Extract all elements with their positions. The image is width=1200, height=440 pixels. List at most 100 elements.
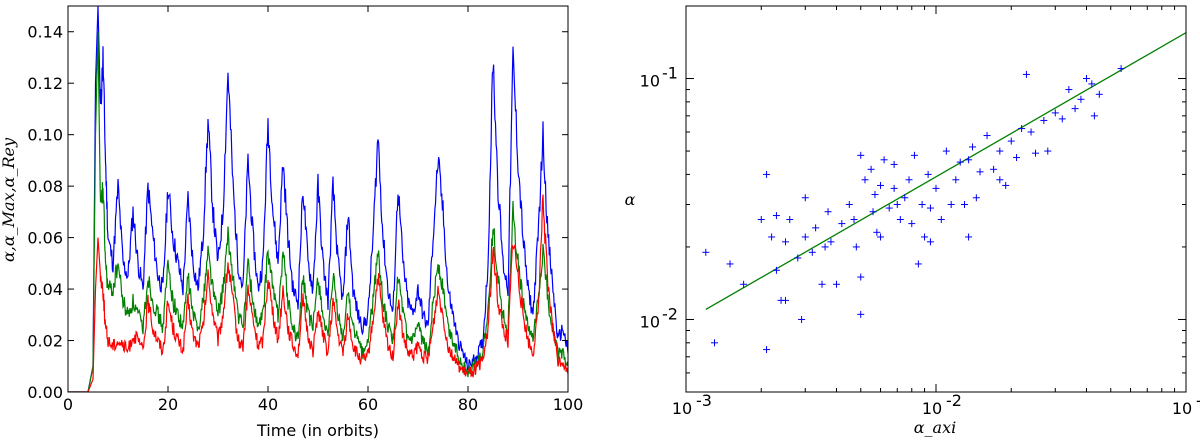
x-tick-exponent: -3: [696, 391, 712, 410]
scatter-point: [1044, 147, 1052, 155]
scatter-ticks: 10-310-210-110-210-1: [640, 5, 1200, 418]
scatter-point: [1027, 128, 1035, 136]
scatter-point: [965, 156, 973, 164]
y-tick-label: 0.14: [27, 23, 63, 42]
scatter-point: [1090, 112, 1098, 120]
y-tick-label: 0.06: [27, 229, 63, 248]
x-tick-label: 10: [922, 399, 942, 418]
scatter-point: [852, 243, 860, 251]
scatter-point: [910, 151, 918, 159]
scatter-point: [996, 147, 1004, 155]
scatter-point: [1077, 95, 1085, 103]
scatter-point: [918, 201, 926, 209]
time-series-plot-area: [68, 6, 568, 392]
scatter-point: [801, 194, 809, 202]
x-tick-label: 0: [63, 395, 73, 414]
scatter-point: [1083, 75, 1091, 83]
y-tick-label: 10: [640, 72, 660, 91]
scatter-point: [937, 215, 945, 223]
scatter-x-label: α_axi: [914, 418, 956, 437]
fit-line: [705, 32, 1186, 311]
scatter-point: [824, 208, 832, 216]
x-tick-label: 60: [358, 395, 378, 414]
scatter-point: [1040, 116, 1048, 124]
scatter-point: [1117, 65, 1125, 73]
scatter-point: [983, 132, 991, 140]
series-line-3: [68, 194, 568, 392]
scatter-point: [960, 201, 968, 209]
scatter-point: [812, 224, 820, 232]
scatter-point: [794, 254, 802, 262]
scatter-point: [1018, 125, 1026, 133]
scatter-plot-area: [702, 32, 1186, 354]
scatter-point: [956, 158, 964, 166]
scatter-point: [877, 233, 885, 241]
series-line-2: [68, 31, 568, 392]
scatter-point: [965, 233, 973, 241]
scatter-point: [1031, 149, 1039, 157]
scatter-point: [786, 215, 794, 223]
scatter-point: [942, 147, 950, 155]
x-tick-label: 20: [158, 395, 178, 414]
scatter-point: [798, 315, 806, 323]
scatter-point: [850, 215, 858, 223]
scatter-point: [996, 176, 1004, 184]
x-tick-label: 100: [553, 395, 584, 414]
scatter-point: [890, 184, 898, 192]
scatter-point: [905, 176, 913, 184]
scatter-point: [1071, 105, 1079, 113]
scatter-point: [772, 212, 780, 220]
time-series-x-label: Time (in orbits): [256, 421, 379, 440]
scatter-point: [1058, 115, 1066, 123]
y-tick-exponent: -1: [662, 64, 678, 83]
x-tick-label: 40: [258, 395, 278, 414]
y-tick-label: 0.04: [27, 280, 63, 299]
scatter-point: [914, 260, 922, 268]
scatter-point: [871, 191, 879, 199]
time-series-chart: 0 20 40 60 80 100 0.00 0.02 0.04 0.06 0.08 0.10 0.12…: [0, 5, 584, 440]
scatter-point: [972, 194, 980, 202]
y-tick-label: 10: [640, 312, 660, 331]
scatter-point: [877, 181, 885, 189]
scatter-point: [947, 201, 955, 209]
scatter-point: [827, 238, 835, 246]
scatter-point: [926, 238, 934, 246]
y-tick-label: 0.00: [27, 383, 63, 402]
scatter-point: [821, 243, 829, 251]
scatter-point: [740, 280, 748, 288]
time-series-y-label: α,α_Max,α_Rey: [0, 137, 18, 262]
y-tick-label: 0.08: [27, 177, 63, 196]
scatter-point: [1013, 154, 1021, 162]
scatter-point: [880, 156, 888, 164]
scatter-point: [969, 143, 977, 151]
scatter-point: [867, 165, 875, 173]
scatter-point: [818, 280, 826, 288]
scatter-point: [781, 238, 789, 246]
scatter-point: [702, 248, 710, 256]
scatter-point: [833, 280, 841, 288]
scatter-point: [726, 260, 734, 268]
scatter-point: [763, 346, 771, 354]
scatter-point: [861, 176, 869, 184]
scatter-point: [757, 215, 765, 223]
scatter-point: [1002, 181, 1010, 189]
scatter-point: [710, 339, 718, 347]
scatter-point: [781, 296, 789, 304]
scatter-point: [1022, 70, 1030, 78]
scatter-frame: [685, 5, 1187, 393]
scatter-point: [990, 165, 998, 173]
y-tick-label: 0.10: [27, 126, 63, 145]
scatter-point: [845, 201, 853, 209]
time-series-frame: [67, 5, 569, 393]
y-tick-label: 0.02: [27, 332, 63, 351]
scatter-point: [926, 204, 934, 212]
scatter-chart: 10-310-210-110-210-1 α_axi α: [625, 5, 1200, 437]
scatter-point: [896, 215, 904, 223]
scatter-point: [772, 266, 780, 274]
x-tick-exponent: -2: [946, 391, 962, 410]
scatter-point: [976, 168, 984, 176]
scatter-y-label: α: [625, 190, 636, 209]
scatter-point: [869, 208, 877, 216]
scatter-point: [924, 170, 932, 178]
